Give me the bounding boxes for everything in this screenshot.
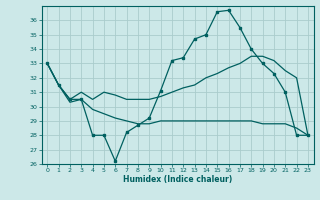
X-axis label: Humidex (Indice chaleur): Humidex (Indice chaleur) xyxy=(123,175,232,184)
